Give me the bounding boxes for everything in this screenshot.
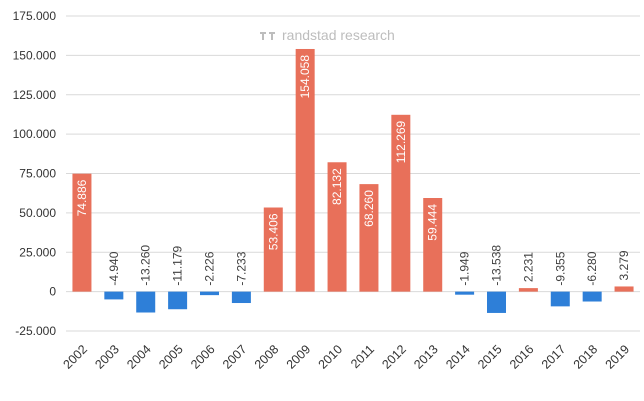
y-tick-label: 125.000 (13, 88, 57, 102)
data-label: -2.226 (203, 251, 217, 285)
x-tick-label: 2003 (92, 342, 122, 372)
x-tick-label: 2004 (124, 342, 154, 372)
data-label: 3.279 (617, 250, 631, 280)
data-labels: 74.886 -4.940 -13.260 -11.179 -2.226 -7.233 53… (75, 55, 631, 286)
data-label: 53.406 (266, 213, 280, 250)
data-label: 74.886 (75, 179, 89, 216)
y-tick-label: 75.000 (19, 167, 56, 181)
data-label: 68.260 (362, 190, 376, 227)
x-tick-label: 2018 (571, 342, 601, 372)
x-tick-label: 2016 (507, 342, 537, 372)
x-tick-label: 2008 (252, 342, 282, 372)
y-tick-label: 0 (49, 285, 56, 299)
x-tick-label: 2012 (379, 342, 409, 372)
bars (72, 48, 634, 313)
bar-2015 (487, 291, 506, 313)
data-label: -6.280 (585, 251, 599, 285)
bar-2004 (136, 291, 156, 313)
x-tick-label: 2010 (316, 342, 346, 372)
x-tick-label: 2014 (443, 342, 473, 372)
bar-2005 (168, 291, 188, 310)
y-tick-label: 150.000 (13, 48, 57, 62)
bar-2019 (614, 286, 634, 292)
data-label: 59.444 (426, 204, 440, 241)
x-tick-label: 2007 (220, 342, 250, 372)
bar-2009 (295, 48, 315, 292)
bar-2018 (582, 291, 602, 302)
x-tick-label: 2002 (60, 342, 90, 372)
randstad-logo-icon-mark (260, 32, 275, 40)
data-label: 82.132 (330, 168, 344, 205)
bar-2013 (423, 198, 443, 292)
data-label: -1.949 (458, 251, 472, 285)
y-tick-label: 25.000 (19, 245, 56, 259)
x-tick-label: 2015 (475, 342, 505, 372)
bar-2017 (550, 291, 570, 307)
data-label: -11.179 (171, 245, 185, 285)
bar-2007 (231, 291, 251, 304)
bar-2002 (72, 173, 92, 292)
x-axis-tick-labels: 2002 2003 2004 2005 2006 2007 2008 2009 2010 2011… (60, 342, 632, 372)
data-label: -7.233 (234, 251, 248, 285)
bar-2014 (455, 291, 475, 295)
x-tick-label: 2017 (539, 342, 569, 372)
data-label: 154.058 (298, 55, 312, 99)
x-tick-label: 2009 (284, 342, 314, 372)
x-tick-label: 2013 (411, 342, 441, 372)
x-tick-label: 2005 (156, 342, 186, 372)
data-label: 2.231 (521, 252, 535, 282)
watermark: randstad research (260, 27, 395, 43)
y-tick-label: 50.000 (19, 206, 56, 220)
gridlines (66, 15, 640, 332)
bar-2016 (518, 288, 538, 292)
bar-2006 (200, 291, 219, 296)
x-tick-label: 2006 (188, 342, 218, 372)
x-tick-label: 2011 (348, 342, 377, 371)
bar-2003 (104, 291, 124, 300)
data-label: -4.940 (107, 251, 121, 285)
data-label: -13.260 (139, 245, 153, 286)
bar-2011 (359, 184, 379, 292)
y-tick-label: 100.000 (13, 127, 57, 141)
bar-2012 (391, 114, 411, 292)
y-tick-label: 175.000 (13, 9, 57, 23)
watermark-text: randstad research (282, 27, 395, 43)
y-tick-label: -25.000 (15, 324, 56, 338)
bar-2010 (327, 162, 347, 292)
y-axis-tick-labels: -25.000 0 25.000 50.000 75.000 100.000 125.000… (13, 9, 57, 338)
randstad-logo-icon (260, 32, 275, 40)
data-label: -9.355 (553, 251, 567, 285)
data-label: 112.269 (394, 120, 408, 163)
data-label: -13.538 (490, 245, 504, 286)
x-tick-label: 2019 (603, 342, 633, 372)
bar-2008 (263, 207, 283, 292)
